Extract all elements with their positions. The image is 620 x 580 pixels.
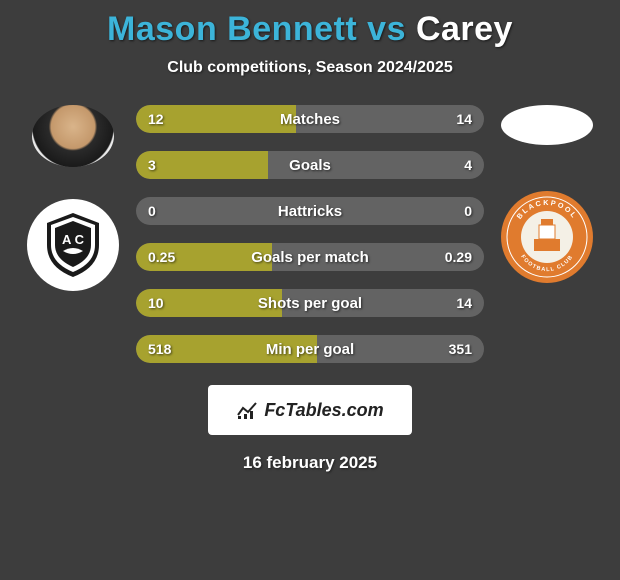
logo-text: FcTables.com xyxy=(264,400,383,421)
stat-bar: 0 0 Hattricks xyxy=(136,197,484,225)
player1-avatar xyxy=(32,105,114,167)
player1-club-crest: A C xyxy=(27,199,119,291)
player2-name: Carey xyxy=(416,10,513,48)
left-column: A C xyxy=(18,105,128,291)
stat-label: Matches xyxy=(280,111,340,128)
stat-bar: 12 14 Matches xyxy=(136,105,484,133)
club-crest-icon: BLACKPOOL FOOTBALL CLUB xyxy=(501,191,593,283)
stat-label: Min per goal xyxy=(266,341,354,358)
stat-value-left: 0.25 xyxy=(148,249,175,265)
page-title: Mason Bennett vs Carey xyxy=(0,10,620,49)
stat-bar: 3 4 Goals xyxy=(136,151,484,179)
stat-value-right: 0.29 xyxy=(445,249,472,265)
stat-value-left: 12 xyxy=(148,111,164,127)
stat-value-left: 3 xyxy=(148,157,156,173)
stat-label: Goals per match xyxy=(251,249,369,266)
stat-value-right: 14 xyxy=(456,111,472,127)
stat-value-right: 0 xyxy=(464,203,472,219)
player1-name: Mason Bennett xyxy=(107,10,357,48)
date-text: 16 february 2025 xyxy=(0,453,620,473)
svg-text:A C: A C xyxy=(62,232,85,247)
stat-value-left: 518 xyxy=(148,341,171,357)
stat-value-right: 14 xyxy=(456,295,472,311)
stat-label: Hattricks xyxy=(278,203,342,220)
chart-icon xyxy=(236,399,258,421)
stat-bar: 518 351 Min per goal xyxy=(136,335,484,363)
stat-value-left: 0 xyxy=(148,203,156,219)
fctables-logo[interactable]: FcTables.com xyxy=(208,385,412,435)
stat-bar: 0.25 0.29 Goals per match xyxy=(136,243,484,271)
stat-label: Goals xyxy=(289,157,331,174)
stat-value-right: 4 xyxy=(464,157,472,173)
stat-value-right: 351 xyxy=(449,341,472,357)
content-row: A C 1214Matches34Goals00Hattricks0.250.2… xyxy=(0,105,620,363)
right-column: BLACKPOOL FOOTBALL CLUB xyxy=(492,105,602,283)
player2-avatar xyxy=(501,105,593,145)
vs-text: vs xyxy=(357,10,416,48)
stat-value-left: 10 xyxy=(148,295,164,311)
comparison-card: Mason Bennett vs Carey Club competitions… xyxy=(0,0,620,580)
subtitle: Club competitions, Season 2024/2025 xyxy=(0,59,620,77)
stat-bar: 10 14 Shots per goal xyxy=(136,289,484,317)
shield-icon: A C xyxy=(27,199,119,291)
player2-club-crest: BLACKPOOL FOOTBALL CLUB xyxy=(501,191,593,283)
stats-column: 12 14 Matches 3 4 Goals 0 0 Hattricks 0.25 0.29 Goa… xyxy=(136,105,484,363)
stat-label: Shots per goal xyxy=(258,295,362,312)
player-face-placeholder xyxy=(32,105,114,167)
